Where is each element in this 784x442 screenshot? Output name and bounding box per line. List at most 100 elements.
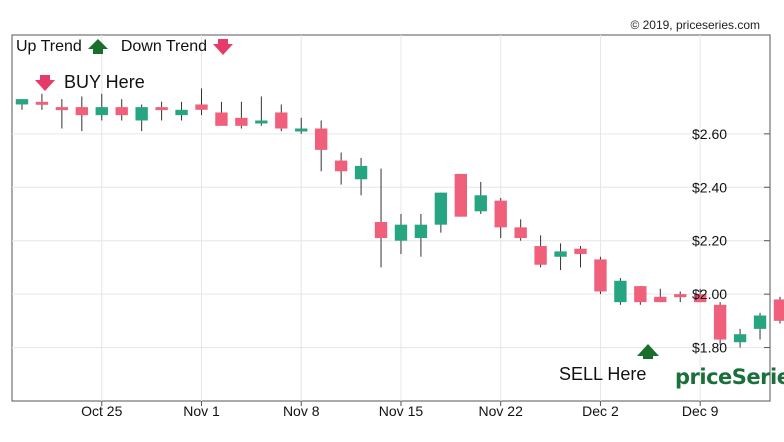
candle bbox=[75, 96, 88, 132]
candle-body bbox=[35, 101, 49, 105]
candle-body bbox=[534, 246, 547, 265]
candle bbox=[614, 278, 627, 305]
candle-body bbox=[554, 251, 567, 257]
legend: Up Trend Down Trend bbox=[16, 38, 246, 56]
candle-body bbox=[654, 296, 667, 303]
legend-down-label: Down Trend bbox=[120, 38, 208, 55]
candle bbox=[733, 328, 747, 348]
y-tick-label: $1.80 bbox=[692, 340, 727, 356]
candle-body bbox=[135, 107, 148, 121]
sell-label: SELL Here bbox=[559, 364, 647, 384]
candle-body bbox=[454, 173, 467, 217]
candle-body bbox=[195, 104, 208, 110]
candle-body bbox=[494, 200, 507, 228]
candle bbox=[235, 101, 248, 129]
candle bbox=[753, 312, 767, 340]
candle-body bbox=[713, 304, 727, 340]
up-arrow-icon bbox=[87, 39, 108, 54]
candle bbox=[773, 296, 784, 324]
candle bbox=[574, 246, 587, 268]
candle-body bbox=[275, 112, 288, 129]
candle bbox=[434, 192, 448, 233]
candle-body bbox=[594, 259, 607, 292]
candle-body bbox=[574, 248, 587, 255]
candle-body bbox=[215, 112, 228, 126]
candle-body bbox=[354, 165, 368, 180]
candle-body bbox=[55, 107, 69, 111]
candle bbox=[295, 117, 308, 134]
candle-body bbox=[95, 107, 108, 116]
candle-body bbox=[474, 195, 487, 212]
candle bbox=[534, 235, 547, 268]
candle bbox=[674, 291, 687, 303]
brand-logo: priceSeries bbox=[675, 365, 784, 389]
candle-body bbox=[634, 286, 647, 303]
candle bbox=[115, 99, 128, 121]
candle bbox=[713, 302, 727, 345]
candle-body bbox=[753, 315, 767, 329]
x-tick-label: Nov 8 bbox=[283, 403, 320, 419]
candle-body bbox=[414, 224, 428, 239]
candle-body bbox=[155, 107, 168, 111]
candle bbox=[55, 99, 69, 129]
candle bbox=[694, 288, 707, 303]
x-tick-label: Nov 15 bbox=[379, 403, 424, 419]
candle-body bbox=[773, 299, 784, 321]
x-tick-label: Dec 9 bbox=[682, 403, 719, 419]
sell-annotation: SELL Here bbox=[559, 364, 646, 385]
candle-body bbox=[175, 109, 188, 116]
candle bbox=[95, 93, 108, 121]
candle-body bbox=[334, 160, 348, 172]
candle bbox=[215, 101, 228, 126]
candle bbox=[315, 120, 328, 172]
candle bbox=[255, 96, 268, 126]
candle bbox=[135, 104, 148, 132]
axis-ticks: $1.80 $2.00 $2.20 $2.40 $2.60 Oct 25 Nov 1 Nov … bbox=[81, 126, 770, 419]
copyright-text: © 2019, priceseries.com bbox=[630, 18, 760, 32]
candle bbox=[494, 197, 507, 239]
x-tick-label: Dec 2 bbox=[582, 403, 619, 419]
candle bbox=[354, 157, 368, 196]
candle-body bbox=[514, 227, 527, 239]
candle-body bbox=[15, 99, 29, 105]
candle-body bbox=[115, 107, 128, 116]
buy-label: BUY Here bbox=[64, 72, 145, 92]
candle-body bbox=[733, 334, 747, 343]
candle-body bbox=[434, 192, 448, 225]
buy-arrow-icon bbox=[35, 74, 55, 91]
y-tick-label: $2.20 bbox=[692, 233, 727, 249]
legend-up-trend: Up Trend bbox=[16, 38, 109, 56]
candle-body bbox=[394, 224, 408, 241]
candle bbox=[514, 219, 527, 241]
candle-body bbox=[255, 120, 268, 124]
sell-arrow-icon bbox=[637, 344, 659, 359]
candle-body bbox=[75, 107, 88, 116]
plot-frame bbox=[11, 34, 771, 402]
candle-body bbox=[674, 294, 687, 298]
down-arrow-icon bbox=[213, 39, 234, 55]
candle bbox=[414, 213, 428, 257]
candle bbox=[15, 99, 29, 110]
candle-body bbox=[374, 222, 388, 239]
candle bbox=[554, 243, 567, 271]
candle bbox=[334, 152, 348, 185]
candle bbox=[275, 104, 288, 132]
candle-body bbox=[235, 117, 248, 126]
candle bbox=[474, 181, 487, 214]
legend-up-label: Up Trend bbox=[16, 38, 82, 55]
y-tick-label: $2.40 bbox=[692, 179, 727, 195]
candle bbox=[634, 286, 647, 305]
buy-annotation: BUY Here bbox=[34, 72, 145, 93]
candle bbox=[654, 288, 667, 303]
candle bbox=[35, 93, 49, 110]
candle bbox=[195, 88, 208, 116]
y-tick-label: $2.00 bbox=[692, 286, 727, 302]
y-tick-label: $2.60 bbox=[692, 126, 727, 142]
candle bbox=[175, 101, 188, 121]
candle bbox=[394, 213, 408, 255]
candle bbox=[594, 256, 607, 295]
candle bbox=[374, 168, 388, 268]
candle-body bbox=[315, 128, 328, 150]
